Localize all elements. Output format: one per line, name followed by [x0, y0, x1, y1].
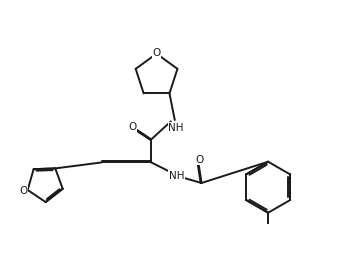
Text: O: O	[152, 48, 161, 58]
Text: O: O	[196, 155, 204, 165]
Text: O: O	[19, 186, 27, 196]
Text: NH: NH	[168, 123, 184, 133]
Text: O: O	[129, 122, 137, 132]
Text: NH: NH	[169, 171, 185, 181]
